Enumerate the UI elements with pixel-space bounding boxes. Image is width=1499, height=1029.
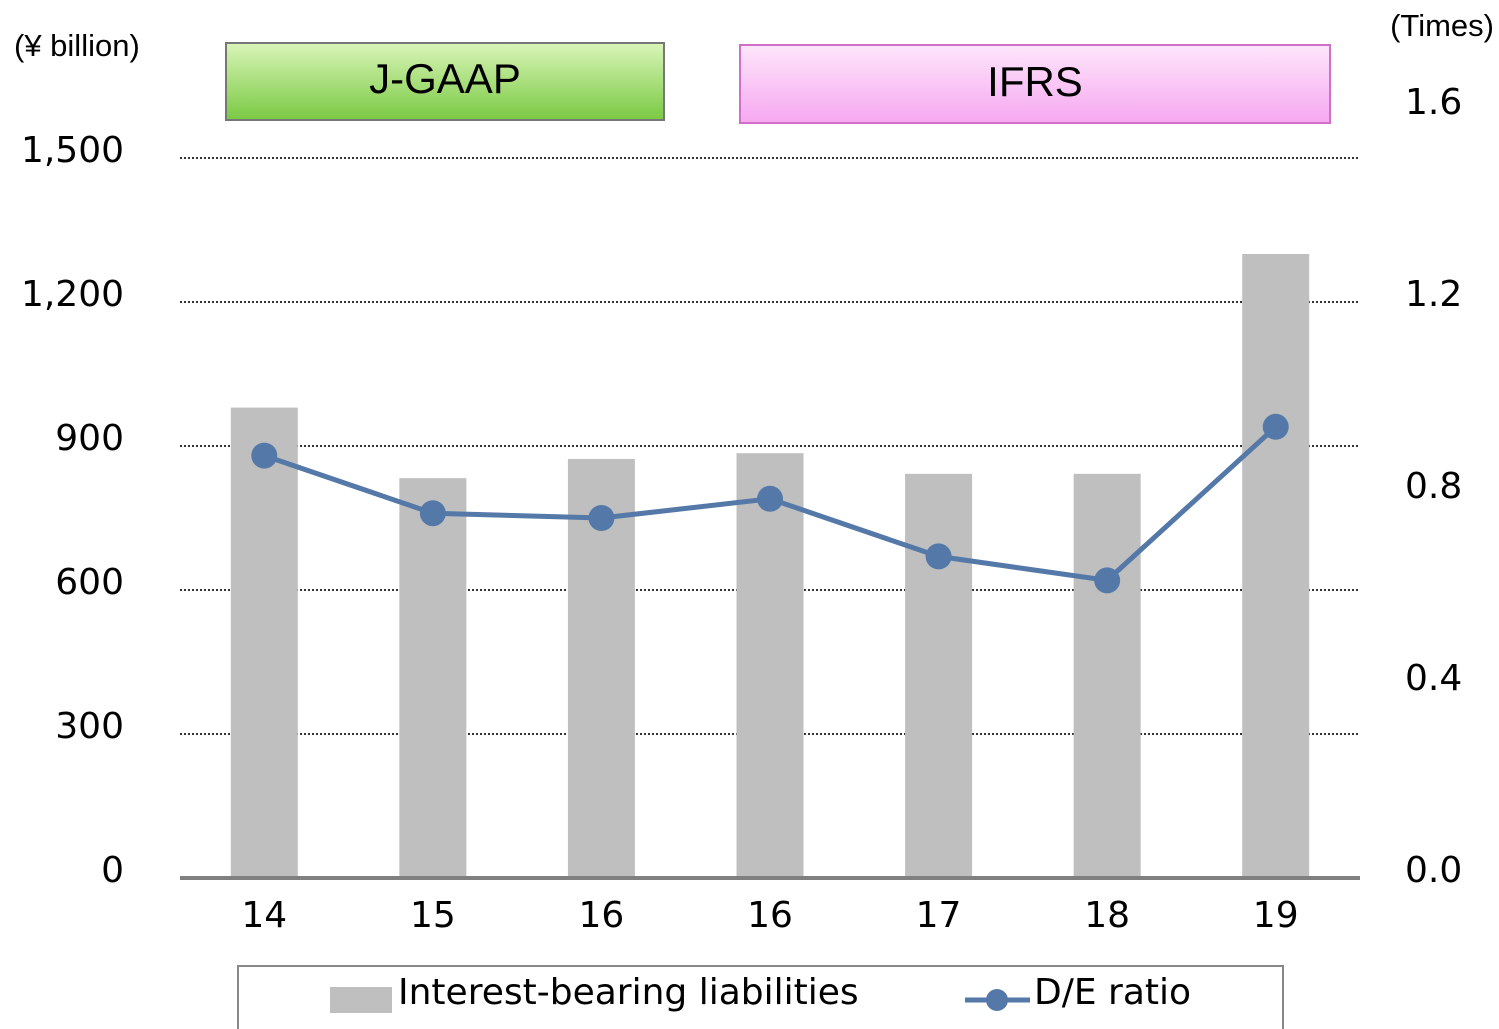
y2-tick-label: 1.2: [1405, 274, 1462, 315]
y-axis-label: (¥ billion): [14, 28, 140, 63]
y-tick-label: 900: [55, 418, 124, 459]
y2-tick-label: 0.8: [1405, 466, 1462, 507]
ifrs-box: [739, 44, 1331, 124]
marker: [757, 485, 783, 512]
marker: [251, 442, 278, 469]
y2-axis-label: (Times): [1390, 8, 1494, 43]
x-tick-label: 16: [579, 895, 625, 936]
y-tick-label: 600: [55, 562, 124, 603]
legend-label: D/E ratio: [1034, 972, 1191, 1013]
legend-swatch: [330, 987, 392, 1013]
y-tick-label: 1,200: [21, 274, 124, 315]
jgaap-box: [225, 42, 665, 121]
marker: [588, 505, 615, 531]
legend-box: [237, 965, 1284, 1029]
y2-tick-label: 0.0: [1405, 850, 1462, 891]
y-tick-label: 1,500: [21, 130, 124, 171]
y2-tick-label: 1.6: [1405, 82, 1462, 123]
marker: [1094, 567, 1121, 594]
legend-swatch: [986, 989, 1008, 1011]
legend-label: Interest-bearing liabilities: [398, 972, 859, 1013]
y-tick-label: 0: [101, 850, 124, 891]
x-tick-label: 15: [410, 895, 456, 936]
bar: [1242, 254, 1310, 878]
bar: [1073, 473, 1141, 878]
annotation: J-GAAP: [369, 55, 521, 102]
x-tick-label: 17: [916, 895, 962, 936]
marker: [419, 500, 446, 527]
y-tick-label: 300: [55, 706, 124, 747]
bar: [230, 407, 298, 878]
bar: [736, 453, 804, 878]
x-tick-label: 18: [1084, 895, 1130, 936]
x-tick-label: 19: [1253, 895, 1299, 936]
bar: [399, 478, 467, 878]
bar: [905, 473, 973, 878]
marker: [1262, 413, 1289, 440]
x-tick-label: 14: [241, 895, 287, 936]
y2-tick-label: 0.4: [1405, 658, 1462, 699]
x-tick-label: 16: [747, 895, 793, 936]
marker: [925, 543, 952, 570]
annotation: IFRS: [987, 58, 1083, 105]
